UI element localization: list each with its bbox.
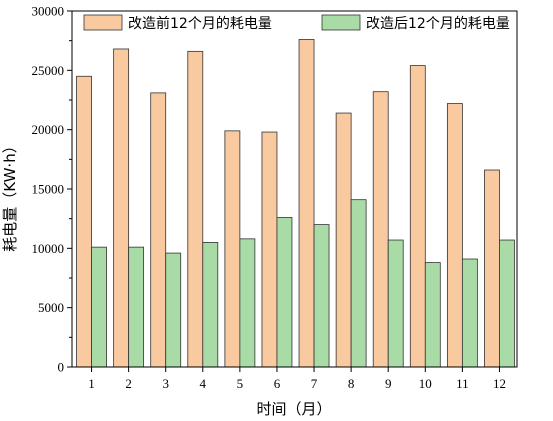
y-tick-label-15000: 15000 (32, 182, 65, 197)
bar-before-7 (298, 39, 315, 368)
x-tick-label-11: 11 (456, 376, 469, 391)
bar-after-9 (387, 239, 404, 368)
legend: 改造前12个月的耗电量 改造后12个月的耗电量 (83, 14, 510, 32)
bar-after-8 (350, 199, 367, 368)
bar-before-12 (484, 169, 500, 368)
bar-after-2 (128, 246, 145, 368)
bar-before-6 (261, 131, 278, 368)
y-axis-title: 耗电量（KW·h） (1, 138, 19, 251)
bar-before-11 (446, 103, 463, 368)
y-tick-label-20000: 20000 (32, 122, 65, 137)
x-tick-label-2: 2 (125, 376, 132, 391)
x-tick-label-10: 10 (419, 376, 432, 391)
legend-label-before: 改造前12个月的耗电量 (128, 15, 272, 32)
bar-after-5 (239, 238, 256, 368)
x-axis: 1 2 3 4 5 6 7 8 9 10 11 12 (88, 367, 506, 391)
x-tick-label-1: 1 (88, 376, 95, 391)
x-tick-label-4: 4 (200, 376, 207, 391)
x-axis-title: 时间（月） (256, 400, 331, 418)
y-tick-label-25000: 25000 (32, 63, 65, 78)
y-tick-label-30000: 30000 (32, 4, 65, 19)
bar-before-5 (224, 130, 241, 368)
bar-after-6 (276, 217, 293, 368)
bar-after-11 (461, 258, 478, 368)
bar-before-4 (187, 50, 204, 368)
x-tick-label-9: 9 (385, 376, 392, 391)
x-tick-label-7: 7 (311, 376, 318, 391)
x-tick-label-5: 5 (237, 376, 244, 391)
bar-after-10 (424, 262, 441, 368)
bar-after-7 (313, 224, 330, 368)
legend-swatch-before (83, 14, 123, 31)
x-tick-label-6: 6 (274, 376, 281, 391)
bar-before-2 (113, 48, 130, 368)
x-tick-label-12: 12 (493, 376, 506, 391)
bar-before-9 (372, 91, 389, 368)
bar-before-8 (335, 112, 352, 368)
x-tick-label-3: 3 (162, 376, 169, 391)
y-tick-label-10000: 10000 (32, 241, 65, 256)
y-tick-label-0: 0 (58, 360, 65, 375)
bar-after-3 (165, 252, 182, 368)
y-tick-label-5000: 5000 (38, 300, 64, 315)
x-tick-label-8: 8 (348, 376, 355, 391)
bar-before-3 (150, 92, 167, 368)
bar-after-1 (91, 246, 107, 368)
bar-before-10 (409, 65, 426, 368)
bar-after-4 (202, 241, 219, 368)
y-axis: 0 5000 10000 15000 20000 25000 30000 (32, 4, 72, 375)
bars-layer (76, 39, 515, 368)
legend-swatch-after (321, 14, 361, 31)
bar-before-1 (76, 75, 92, 368)
bar-after-12 (499, 239, 515, 368)
legend-label-after: 改造后12个月的耗电量 (366, 16, 510, 32)
